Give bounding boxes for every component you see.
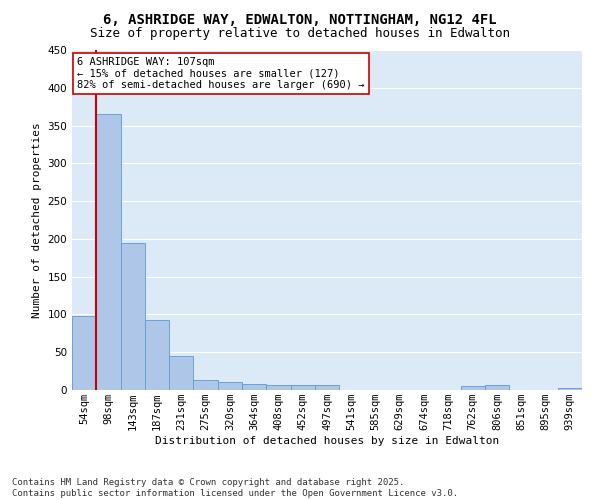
Bar bbox=[121, 242, 145, 390]
Bar bbox=[485, 386, 509, 390]
Bar bbox=[218, 382, 242, 390]
Bar bbox=[242, 384, 266, 390]
Text: 6, ASHRIDGE WAY, EDWALTON, NOTTINGHAM, NG12 4FL: 6, ASHRIDGE WAY, EDWALTON, NOTTINGHAM, N… bbox=[103, 12, 497, 26]
Bar bbox=[72, 316, 96, 390]
Bar bbox=[290, 386, 315, 390]
Bar bbox=[193, 380, 218, 390]
Text: 6 ASHRIDGE WAY: 107sqm
← 15% of detached houses are smaller (127)
82% of semi-de: 6 ASHRIDGE WAY: 107sqm ← 15% of detached… bbox=[77, 57, 365, 90]
Bar bbox=[558, 388, 582, 390]
Bar bbox=[461, 386, 485, 390]
Bar bbox=[169, 356, 193, 390]
Bar bbox=[145, 320, 169, 390]
X-axis label: Distribution of detached houses by size in Edwalton: Distribution of detached houses by size … bbox=[155, 436, 499, 446]
Y-axis label: Number of detached properties: Number of detached properties bbox=[32, 122, 42, 318]
Bar bbox=[266, 384, 290, 390]
Text: Contains HM Land Registry data © Crown copyright and database right 2025.
Contai: Contains HM Land Registry data © Crown c… bbox=[12, 478, 458, 498]
Bar bbox=[315, 386, 339, 390]
Text: Size of property relative to detached houses in Edwalton: Size of property relative to detached ho… bbox=[90, 28, 510, 40]
Bar bbox=[96, 114, 121, 390]
